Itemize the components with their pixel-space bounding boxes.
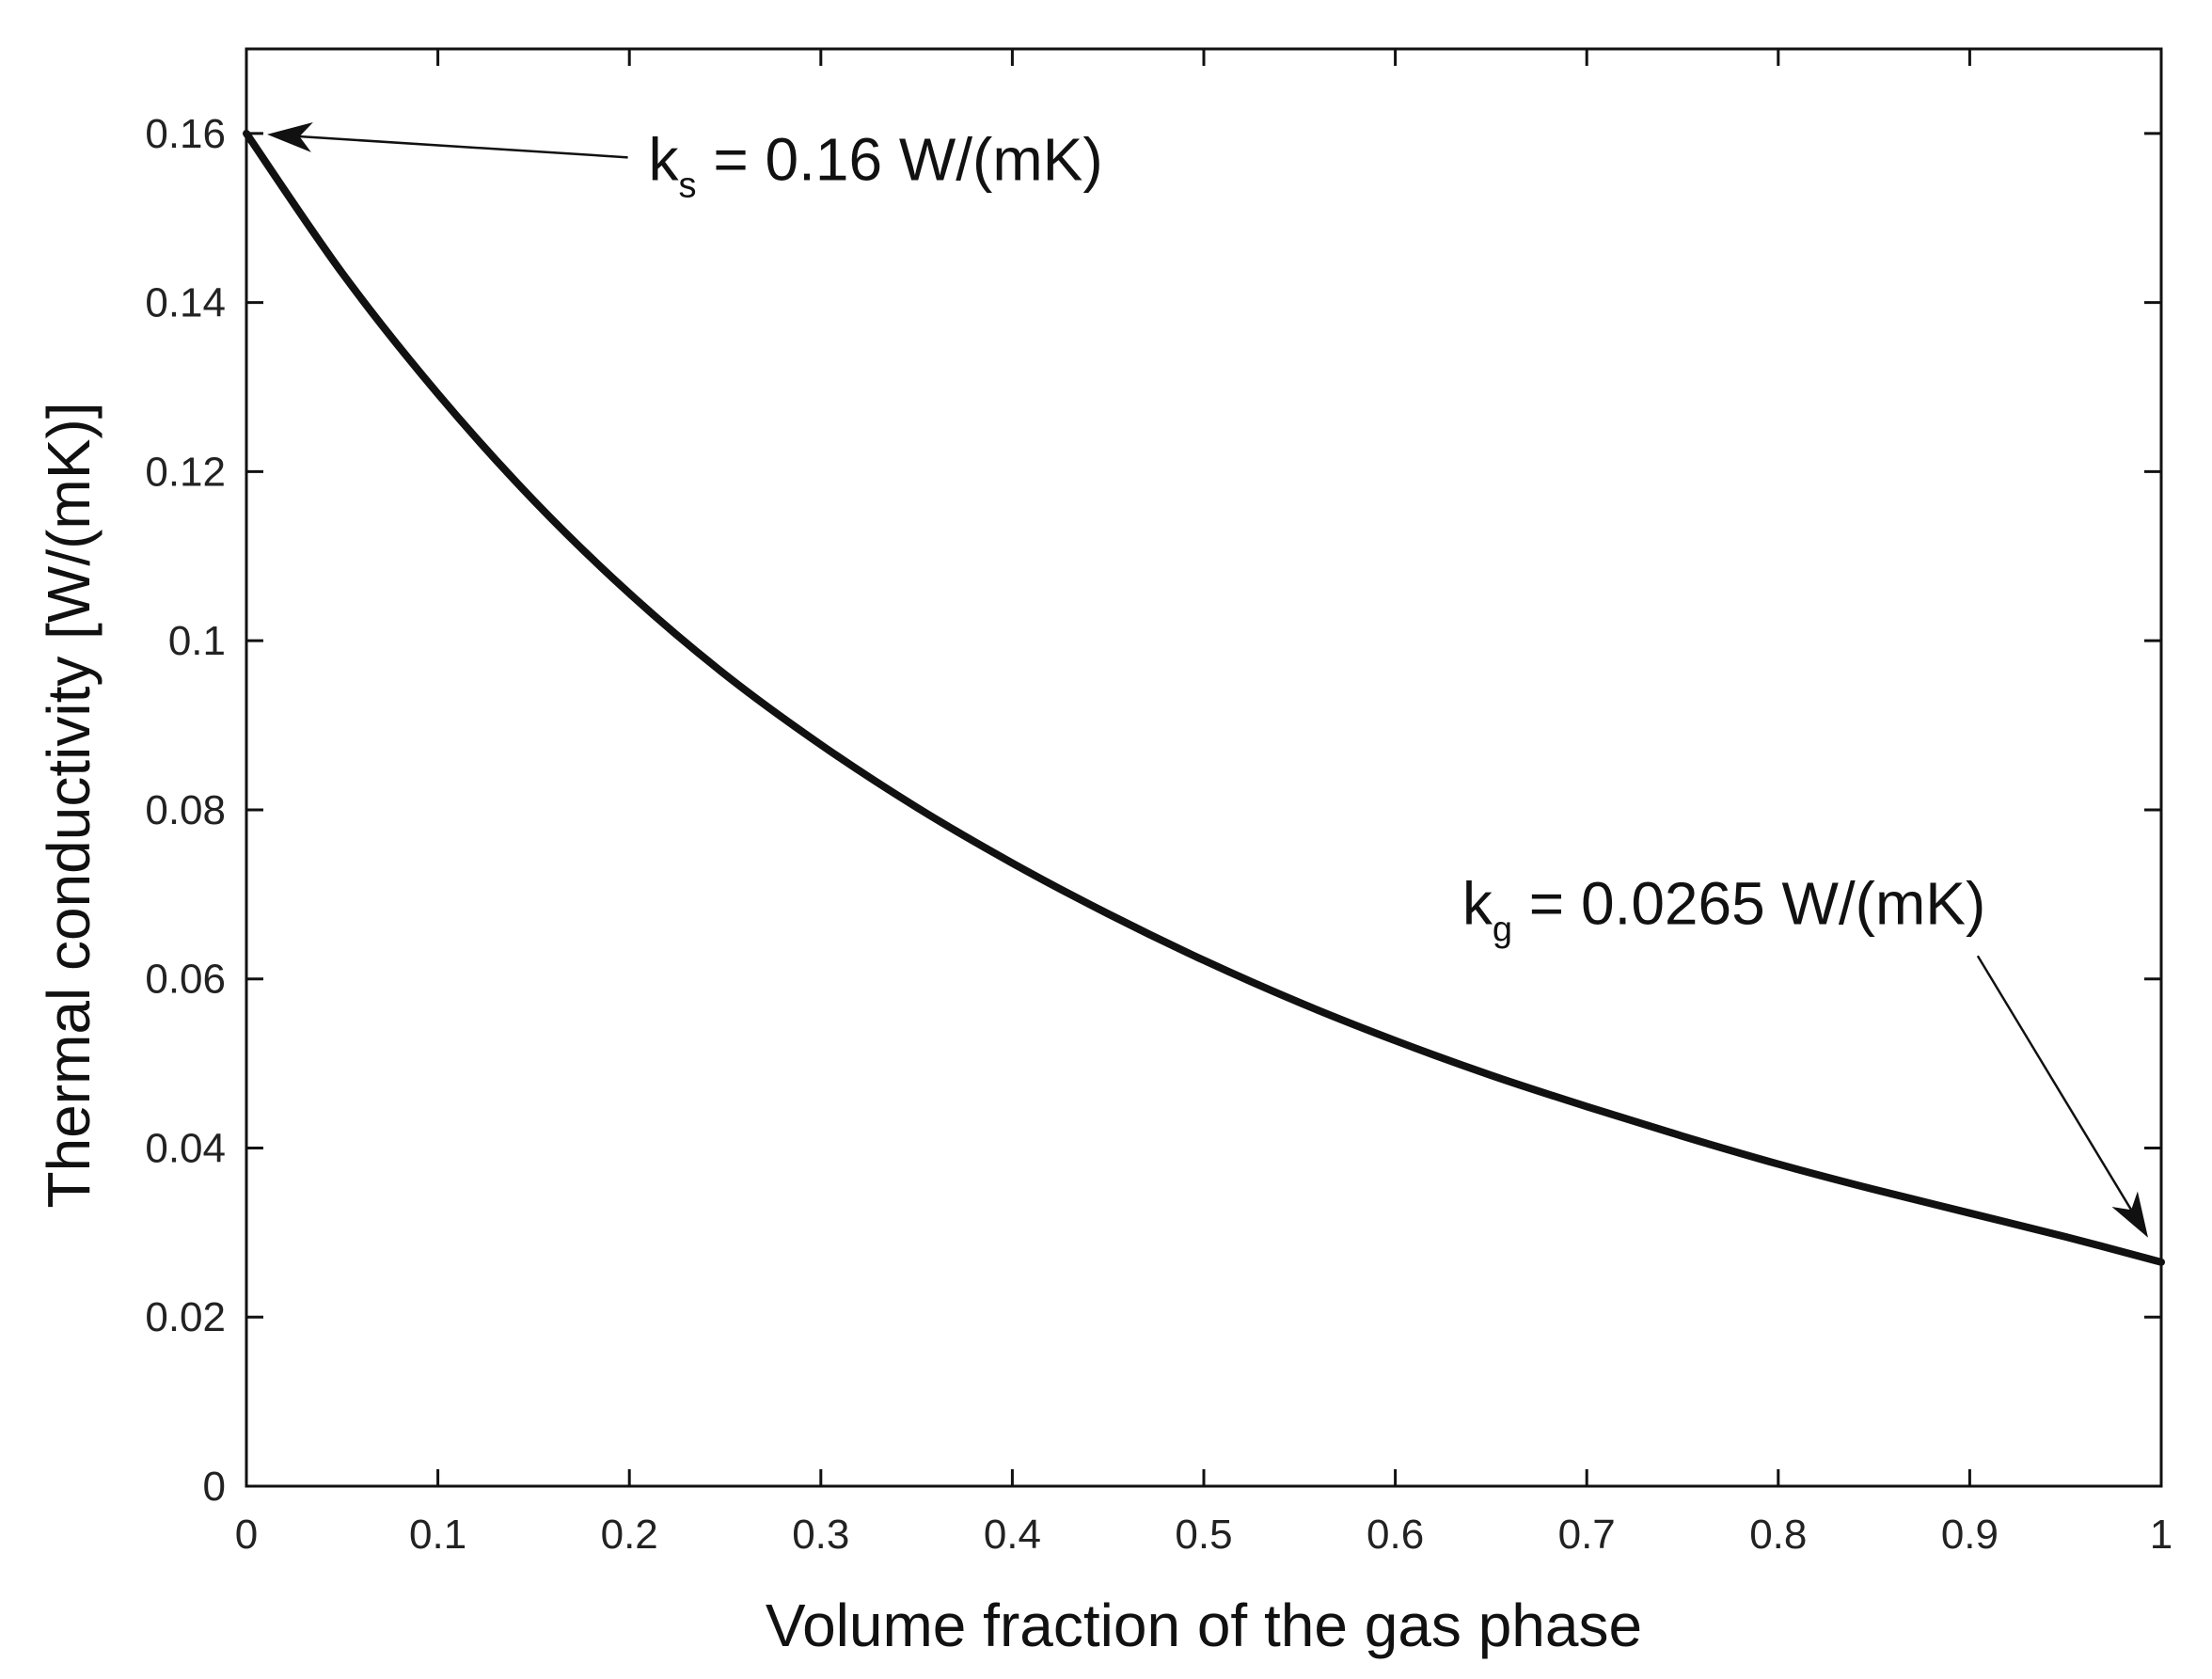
- x-tick-label: 0.2: [601, 1512, 658, 1558]
- x-tick-label: 0: [235, 1512, 258, 1558]
- annotation-label: kg = 0.0265 W/(mK): [1462, 869, 1985, 949]
- x-tick-label: 0.6: [1367, 1512, 1424, 1558]
- annotation-symbol: k: [649, 125, 680, 193]
- annotation-arrow-kg-shaft: [1976, 955, 2144, 1230]
- series-line: [243, 129, 2165, 1266]
- annotation-text: = 0.16 W/(mK): [697, 125, 1103, 193]
- annotation-arrow-kg-head: [2111, 1191, 2148, 1238]
- y-tick-label: 0.08: [145, 787, 226, 833]
- y-tick-label: 0.04: [145, 1125, 226, 1171]
- y-tick-label: 0: [203, 1464, 226, 1510]
- x-axis-title: Volume fraction of the gas phase: [766, 1592, 1642, 1659]
- y-tick-label: 0.02: [145, 1294, 226, 1340]
- annotation-symbol: k: [1462, 869, 1493, 937]
- y-tick-label: 0.16: [145, 111, 226, 157]
- series-layer: [243, 129, 2165, 1266]
- tick-labels-layer: 0 0.1 0.2 0.3 0.4 0.5 0.6 0.7 0.8 0.9 1 0 0.02 0.04 0.…: [145, 111, 2172, 1558]
- x-tick-label: 0.1: [409, 1512, 466, 1558]
- annotation-subscript: g: [1493, 910, 1512, 949]
- x-tick-label: 0.3: [792, 1512, 849, 1558]
- annotation-arrow-ks-head: [267, 122, 313, 152]
- x-tick-label: 0.4: [984, 1512, 1041, 1558]
- x-tick-label: 0.7: [1558, 1512, 1616, 1558]
- annotation-arrow-ks-shaft: [276, 134, 628, 159]
- annotation-text: = 0.0265 W/(mK): [1512, 869, 1985, 937]
- annotations-layer: ks = 0.16 W/(mK)kg = 0.0265 W/(mK): [267, 122, 2148, 1238]
- annotation-subscript: s: [679, 166, 697, 205]
- y-axis-title: Thermal conductivity [W/(mK)]: [35, 402, 103, 1208]
- plot-frame: [245, 47, 2163, 1488]
- x-tick-label: 0.9: [1941, 1512, 1999, 1558]
- x-tick-label: 0.8: [1749, 1512, 1807, 1558]
- annotation-label: ks = 0.16 W/(mK): [649, 125, 1103, 205]
- x-tick-label: 0.5: [1175, 1512, 1232, 1558]
- x-tick-label: 1: [2150, 1512, 2172, 1558]
- y-tick-label: 0.14: [145, 280, 226, 326]
- y-tick-label: 0.12: [145, 449, 226, 495]
- y-tick-label: 0.06: [145, 957, 226, 1003]
- y-tick-label: 0.1: [168, 618, 226, 664]
